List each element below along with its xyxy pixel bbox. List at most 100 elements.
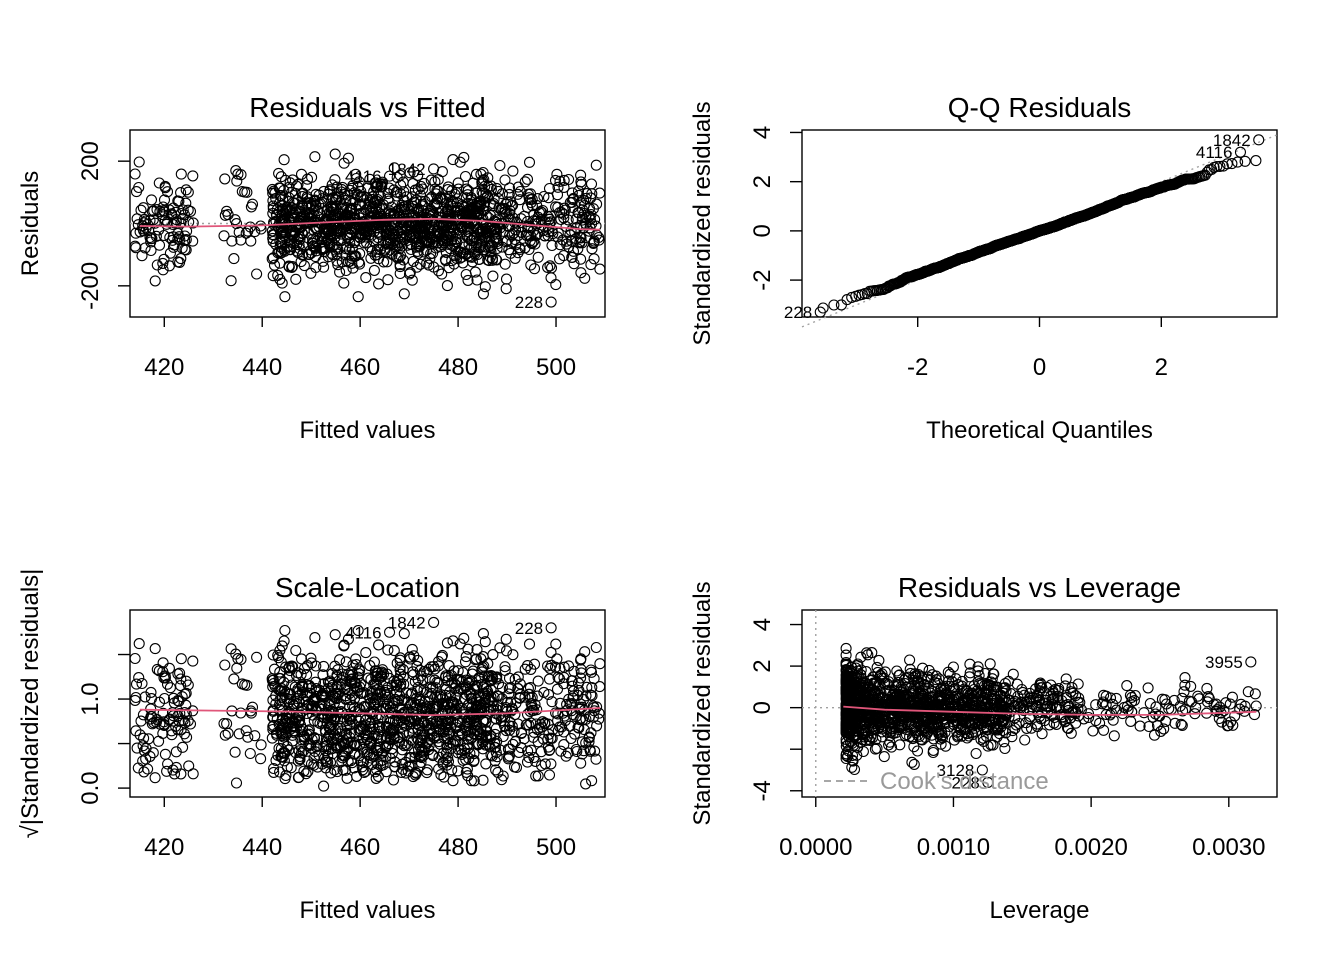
data-point bbox=[525, 197, 537, 209]
data-point bbox=[346, 243, 358, 255]
data-point bbox=[298, 209, 310, 222]
data-point bbox=[187, 170, 199, 182]
data-point bbox=[235, 234, 247, 246]
points-layer bbox=[817, 155, 1262, 314]
data-point bbox=[266, 225, 278, 237]
data-point bbox=[525, 259, 537, 271]
point-annotation: 228 bbox=[515, 293, 543, 312]
data-point bbox=[539, 230, 551, 242]
data-point bbox=[462, 274, 474, 286]
data-point bbox=[146, 233, 158, 245]
data-point bbox=[364, 173, 376, 185]
data-point bbox=[522, 222, 534, 234]
data-point bbox=[568, 258, 580, 270]
data-point bbox=[451, 252, 463, 265]
x-axis-label: Theoretical Quantiles bbox=[926, 417, 1153, 444]
data-point bbox=[278, 154, 290, 166]
data-point bbox=[545, 262, 558, 274]
data-point bbox=[485, 242, 497, 254]
data-point bbox=[435, 769, 447, 781]
data-point bbox=[326, 200, 338, 212]
data-point bbox=[408, 166, 420, 178]
data-point bbox=[341, 231, 353, 243]
data-point bbox=[145, 244, 157, 257]
data-point bbox=[503, 244, 515, 256]
data-point bbox=[458, 151, 470, 163]
data-point bbox=[334, 654, 346, 666]
data-point bbox=[325, 209, 337, 221]
data-point bbox=[442, 234, 454, 246]
x-tick-label: 460 bbox=[340, 834, 380, 861]
data-point bbox=[172, 233, 184, 245]
data-point bbox=[384, 220, 396, 232]
data-point bbox=[182, 186, 194, 198]
y-tick-label: 0.0 bbox=[77, 771, 104, 804]
data-point bbox=[579, 272, 591, 284]
data-point bbox=[130, 186, 143, 198]
data-point bbox=[229, 214, 241, 226]
data-point bbox=[590, 641, 602, 654]
data-point bbox=[567, 194, 579, 206]
data-point bbox=[309, 632, 321, 644]
data-point bbox=[187, 217, 199, 229]
data-point bbox=[497, 202, 509, 215]
data-point bbox=[372, 179, 384, 191]
y-axis-label: Residuals bbox=[17, 171, 44, 276]
data-point bbox=[575, 267, 587, 279]
data-point bbox=[528, 263, 541, 275]
data-point bbox=[528, 235, 540, 247]
y-tick-label: 4 bbox=[749, 618, 776, 631]
data-point bbox=[149, 275, 161, 287]
data-point bbox=[561, 235, 573, 247]
data-point bbox=[187, 235, 199, 247]
data-point bbox=[235, 707, 247, 719]
data-point bbox=[445, 196, 457, 208]
data-point bbox=[388, 162, 400, 174]
data-point bbox=[1239, 155, 1251, 167]
data-point bbox=[267, 270, 279, 282]
data-point bbox=[555, 213, 567, 226]
data-point bbox=[436, 268, 448, 280]
data-point bbox=[278, 184, 290, 197]
data-point bbox=[354, 212, 366, 224]
data-point bbox=[585, 192, 597, 204]
data-point bbox=[406, 191, 418, 203]
data-point bbox=[458, 241, 470, 253]
data-point bbox=[226, 235, 238, 247]
data-point bbox=[444, 190, 456, 202]
data-point bbox=[352, 291, 364, 303]
data-point bbox=[482, 254, 494, 266]
data-point bbox=[551, 168, 563, 180]
data-point bbox=[278, 243, 290, 255]
data-point bbox=[157, 257, 169, 269]
data-point bbox=[361, 227, 373, 239]
data-point bbox=[225, 275, 237, 287]
data-point bbox=[283, 243, 296, 256]
y-tick-label: 2 bbox=[749, 175, 776, 188]
x-tick-label: 0 bbox=[1033, 354, 1046, 381]
data-point bbox=[436, 231, 448, 243]
data-point bbox=[255, 739, 267, 751]
y-tick-label: 0 bbox=[749, 701, 776, 714]
data-point bbox=[275, 171, 287, 183]
x-tick-label: 0.0020 bbox=[1054, 834, 1127, 861]
data-point bbox=[338, 640, 350, 652]
data-point bbox=[418, 177, 430, 189]
x-tick-label: -2 bbox=[907, 354, 928, 381]
data-point bbox=[232, 168, 244, 180]
data-point bbox=[384, 231, 396, 244]
data-point bbox=[368, 264, 380, 276]
data-point bbox=[324, 184, 336, 196]
data-point bbox=[578, 222, 590, 234]
data-point bbox=[463, 250, 475, 262]
data-point bbox=[296, 199, 308, 211]
data-point bbox=[135, 715, 147, 727]
data-point bbox=[585, 208, 597, 221]
data-point bbox=[219, 729, 231, 741]
data-point bbox=[545, 758, 557, 770]
data-point bbox=[594, 658, 606, 670]
data-point bbox=[316, 196, 328, 208]
data-point bbox=[164, 247, 176, 259]
data-point bbox=[255, 753, 267, 765]
data-point bbox=[583, 210, 595, 222]
